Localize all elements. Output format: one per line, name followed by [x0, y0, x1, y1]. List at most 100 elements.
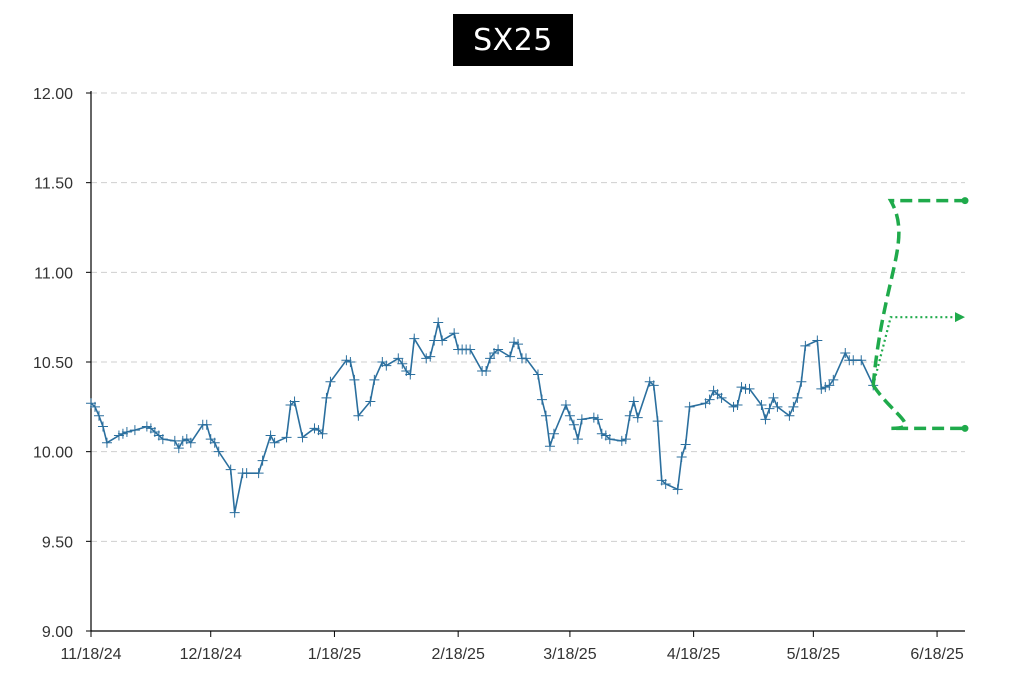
data-point	[433, 317, 444, 328]
data-point	[812, 335, 823, 346]
data-point	[532, 369, 543, 380]
x-tick-labels: 11/18/24 12/18/24 1/18/25 2/18/25 3/18/25 4/1…	[60, 646, 963, 663]
data-point	[544, 441, 555, 452]
data-point	[325, 376, 336, 387]
axes	[86, 91, 965, 637]
data-point	[540, 410, 551, 421]
data-point	[816, 383, 827, 394]
data-point	[345, 357, 356, 367]
data-point	[756, 400, 767, 411]
data-point	[381, 360, 392, 371]
data-point	[113, 430, 124, 441]
data-point	[704, 394, 715, 405]
data-point	[820, 382, 831, 393]
y-tick-label: 11.50	[34, 176, 73, 193]
data-point	[768, 392, 779, 403]
data-point	[632, 412, 643, 423]
y-tick-label: 10.50	[33, 355, 73, 372]
data-point	[672, 484, 683, 495]
x-tick-label: 1/18/25	[308, 646, 361, 663]
data-point	[481, 365, 492, 376]
chart-title-box: SX25	[453, 14, 573, 66]
data-point	[485, 353, 496, 364]
data-point	[521, 353, 532, 364]
data-point	[568, 419, 579, 430]
data-point	[796, 376, 807, 387]
data-point	[620, 434, 631, 445]
data-point	[564, 410, 575, 421]
data-point	[560, 400, 571, 411]
data-point	[309, 423, 320, 434]
data-point	[744, 383, 755, 394]
gridlines	[91, 92, 965, 542]
data-point	[572, 434, 583, 445]
data-point	[624, 410, 635, 421]
data-point	[772, 401, 783, 412]
data-point	[732, 400, 743, 411]
data-point	[177, 435, 188, 446]
chart-title: SX25	[473, 22, 553, 58]
data-point	[341, 355, 352, 366]
x-tick-label: 12/18/24	[180, 646, 242, 663]
data-point	[185, 437, 196, 448]
data-point	[101, 437, 112, 448]
data-point	[241, 468, 252, 479]
data-point	[548, 428, 559, 439]
data-point	[421, 353, 432, 364]
data-point	[405, 369, 416, 380]
data-point	[660, 478, 671, 489]
y-tick-label: 11.00	[34, 265, 73, 282]
data-point	[509, 337, 520, 348]
x-tick-label: 3/18/25	[543, 646, 596, 663]
data-point	[397, 358, 408, 369]
middle-projection-arrow	[955, 312, 965, 323]
data-point	[616, 435, 627, 446]
data-point	[856, 355, 867, 366]
data-point	[297, 432, 308, 443]
data-point	[157, 434, 168, 445]
x-tick-label: 6/18/25	[910, 646, 963, 663]
data-point	[89, 401, 100, 412]
data-point	[369, 374, 380, 385]
data-point	[716, 392, 727, 403]
data-point	[269, 437, 280, 448]
data-point	[437, 335, 448, 346]
data-point	[505, 351, 516, 362]
data-point	[253, 468, 264, 479]
data-point	[209, 437, 220, 448]
data-point	[684, 401, 695, 412]
data-point	[628, 396, 639, 407]
data-point	[117, 428, 128, 439]
lower-projection-end	[961, 424, 969, 432]
series	[86, 317, 879, 518]
data-point	[596, 428, 607, 439]
data-point	[281, 432, 292, 443]
lower-projection	[871, 384, 965, 431]
y-tick-label: 10.00	[33, 445, 73, 462]
data-point	[121, 426, 132, 437]
y-tick-label: 12.00	[33, 86, 73, 103]
data-point	[736, 382, 747, 393]
x-tick-label: 5/18/25	[787, 646, 840, 663]
upper-projection	[871, 198, 965, 386]
data-point	[784, 410, 795, 421]
data-point	[604, 434, 615, 445]
data-point	[680, 439, 691, 450]
data-point	[592, 414, 603, 425]
data-point	[349, 374, 360, 385]
data-point	[788, 401, 799, 412]
data-point	[728, 401, 739, 412]
data-point	[393, 353, 404, 364]
data-point	[828, 374, 839, 385]
data-point	[588, 412, 599, 423]
data-point	[173, 443, 184, 454]
data-point	[840, 348, 851, 359]
data-point	[201, 419, 212, 430]
y-tick-labels: 9.00 9.50 10.00 10.50 11.00 11.50 12.00	[33, 86, 73, 641]
data-point	[353, 410, 364, 421]
data-point	[317, 428, 328, 439]
data-point	[493, 344, 504, 355]
data-point	[760, 414, 771, 425]
data-point	[425, 351, 436, 362]
